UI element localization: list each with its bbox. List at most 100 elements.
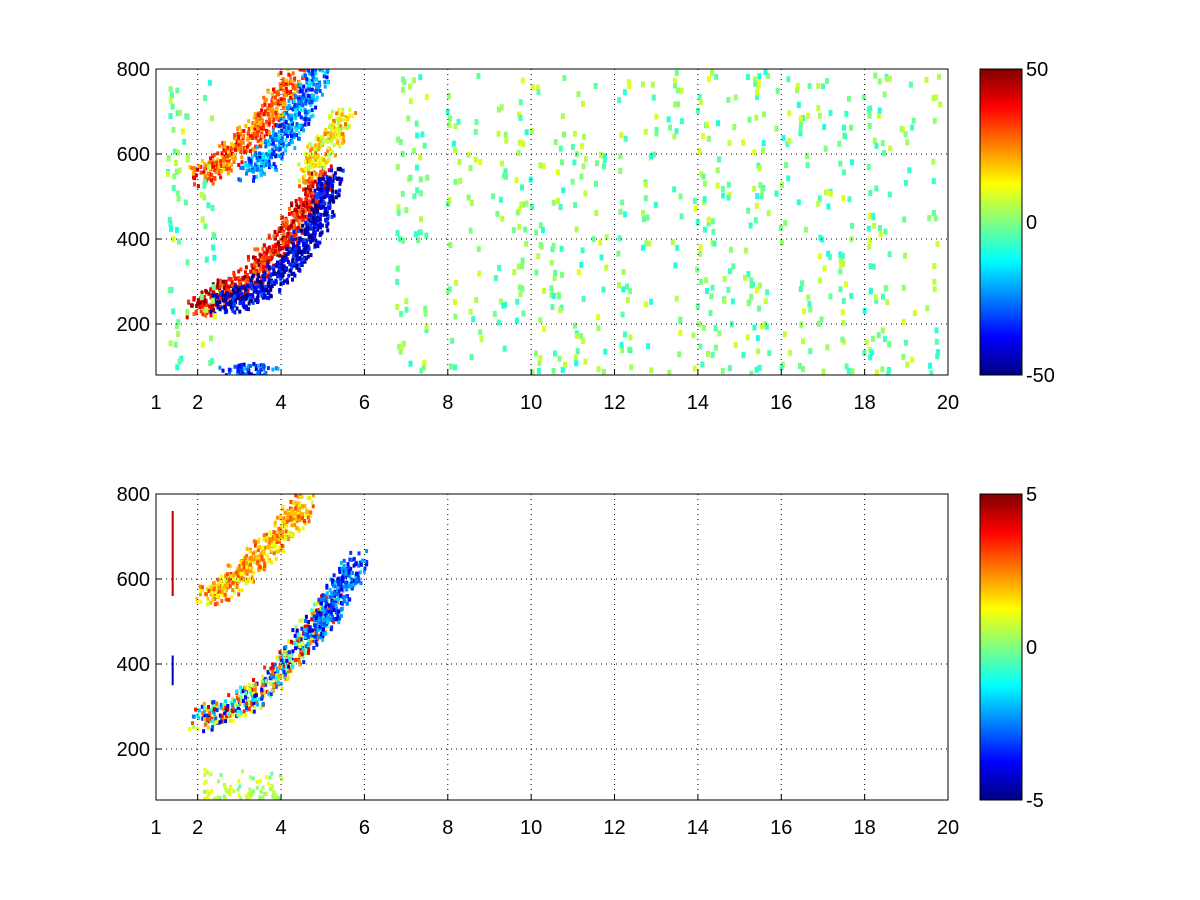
heat-cell xyxy=(325,615,329,620)
heat-cell xyxy=(283,652,287,657)
heat-cell xyxy=(780,181,784,188)
heat-cell xyxy=(181,128,185,135)
heat-cell xyxy=(272,551,276,556)
heat-cell xyxy=(652,151,657,158)
heat-cell xyxy=(271,112,275,117)
heat-cell xyxy=(298,503,302,508)
heat-cell xyxy=(243,270,247,275)
heat-cell xyxy=(307,94,311,99)
heat-cell xyxy=(213,712,217,717)
heat-cell xyxy=(225,572,229,577)
heat-cell xyxy=(348,113,352,118)
heat-cell xyxy=(201,585,204,590)
heat-cell xyxy=(272,87,275,92)
heat-cell xyxy=(241,134,245,139)
heat-cell xyxy=(262,112,266,117)
heat-cell xyxy=(328,152,332,157)
heat-cell xyxy=(559,245,564,252)
heat-cell xyxy=(886,370,891,375)
heat-cell xyxy=(273,144,277,149)
heat-cell xyxy=(395,230,400,237)
heat-cell xyxy=(326,176,330,181)
heat-cell xyxy=(741,352,746,359)
heat-cell xyxy=(315,632,319,637)
heat-cell xyxy=(250,687,254,692)
heat-cell xyxy=(280,128,284,133)
heat-cell xyxy=(308,218,312,223)
heat-cell xyxy=(238,309,242,314)
heat-cell xyxy=(876,332,881,339)
heat-cell xyxy=(798,115,803,122)
heat-cell xyxy=(199,170,203,175)
heat-cell xyxy=(285,89,289,94)
heat-cell xyxy=(256,702,259,707)
heat-cell xyxy=(576,91,581,98)
heat-cell xyxy=(298,236,302,241)
heat-cell xyxy=(277,226,281,231)
heat-cell xyxy=(579,173,584,180)
heat-cell xyxy=(233,310,237,315)
heat-cell xyxy=(333,617,336,621)
heat-cell xyxy=(843,133,848,140)
heat-cell xyxy=(602,157,607,163)
heat-cell xyxy=(816,82,821,89)
heat-cell xyxy=(263,270,267,275)
heat-cell xyxy=(714,73,719,80)
heat-cell xyxy=(207,719,211,724)
heat-cell xyxy=(260,679,264,684)
heat-cell xyxy=(653,201,658,208)
heat-cell xyxy=(316,85,319,89)
heat-cell xyxy=(227,159,231,164)
heat-cell xyxy=(261,265,265,270)
heat-cell xyxy=(315,195,319,200)
heat-cell xyxy=(319,212,323,217)
heat-line xyxy=(171,655,174,686)
heat-cell xyxy=(258,265,262,270)
heat-cell xyxy=(309,217,313,221)
heat-cell xyxy=(246,135,250,140)
heat-cell xyxy=(303,232,307,236)
heat-cell xyxy=(334,195,338,200)
heat-cell xyxy=(210,115,215,122)
heat-cell xyxy=(227,367,231,372)
heat-cell xyxy=(295,112,299,117)
heat-cell xyxy=(242,299,246,304)
heat-cell xyxy=(231,376,234,380)
heat-cell xyxy=(276,274,280,279)
heat-cell xyxy=(287,116,291,121)
heat-cell xyxy=(418,154,423,161)
heat-cell xyxy=(619,132,624,139)
heat-cell xyxy=(168,97,173,104)
heat-cell xyxy=(251,169,255,174)
heat-cell xyxy=(654,130,659,137)
heat-cell xyxy=(250,134,254,139)
heat-cell xyxy=(298,209,302,214)
heat-cell xyxy=(194,173,198,178)
heat-cell xyxy=(309,510,313,515)
heat-cell xyxy=(331,578,335,583)
heat-cell xyxy=(883,336,887,343)
heat-cell xyxy=(266,366,270,371)
heat-cell xyxy=(798,363,802,369)
heat-cell xyxy=(293,523,297,528)
heat-cell xyxy=(244,290,248,295)
heat-cell xyxy=(401,237,406,244)
heat-cell xyxy=(269,273,272,278)
x-tick-label: 10 xyxy=(520,817,542,839)
heat-cell xyxy=(317,180,321,185)
heat-cell xyxy=(257,263,261,268)
heat-cell xyxy=(242,146,246,150)
heat-cell xyxy=(204,306,209,313)
heat-cell xyxy=(309,253,313,258)
heat-cell xyxy=(303,624,307,629)
heat-cell xyxy=(733,94,738,101)
heat-cell xyxy=(234,144,238,149)
heat-cell xyxy=(268,681,272,686)
heat-cell xyxy=(203,706,207,711)
heat-cell xyxy=(332,608,336,612)
heat-cell xyxy=(337,582,340,587)
heat-cell xyxy=(202,781,206,786)
heat-cell xyxy=(254,539,258,544)
heat-cell xyxy=(265,128,268,133)
heat-cell xyxy=(283,102,287,107)
